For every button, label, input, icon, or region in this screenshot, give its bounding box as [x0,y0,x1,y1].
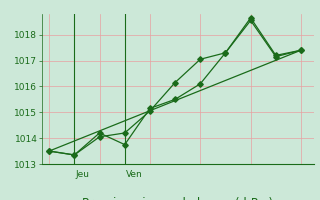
Text: Ven: Ven [126,170,143,179]
Text: Jeu: Jeu [76,170,90,179]
Text: Pression niveau de la mer( hPa ): Pression niveau de la mer( hPa ) [82,197,273,200]
